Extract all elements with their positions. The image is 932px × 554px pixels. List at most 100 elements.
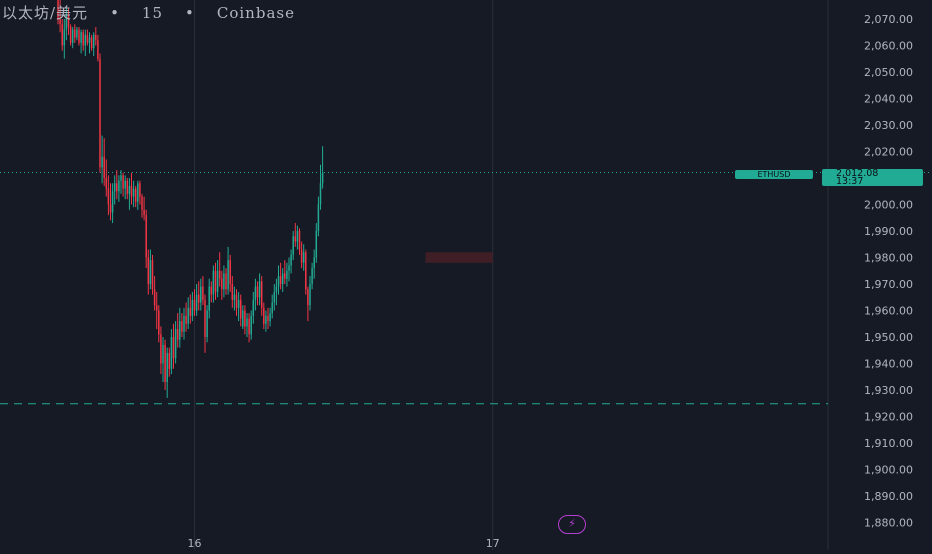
candle-body[interactable] [191, 299, 194, 316]
candle-body[interactable] [61, 24, 63, 46]
candle-body[interactable] [86, 34, 89, 43]
candle-body[interactable] [204, 299, 206, 337]
candle-body[interactable] [242, 310, 244, 327]
candle-body[interactable] [164, 344, 166, 383]
candle-body[interactable] [281, 273, 284, 284]
candle-body[interactable] [218, 270, 221, 279]
candle-body[interactable] [57, 0, 59, 19]
candle-body[interactable] [143, 209, 145, 216]
candle-body[interactable] [193, 299, 196, 311]
candle-body[interactable] [254, 286, 257, 300]
candle-body[interactable] [82, 32, 84, 46]
candle-body[interactable] [202, 286, 204, 300]
candle-body[interactable] [271, 302, 273, 314]
candle-body[interactable] [221, 278, 223, 290]
candle-body[interactable] [187, 307, 189, 324]
candle-body[interactable] [162, 344, 164, 364]
candle-body[interactable] [179, 321, 181, 340]
candle-body[interactable] [288, 265, 290, 271]
candle-body[interactable] [151, 260, 154, 290]
candle-body[interactable] [147, 257, 150, 285]
candle-body[interactable] [130, 185, 133, 197]
candle-body[interactable] [103, 156, 105, 178]
candle-body[interactable] [206, 310, 208, 338]
candle-body[interactable] [307, 289, 309, 306]
candle-body[interactable] [300, 249, 303, 263]
candle-body[interactable] [223, 273, 225, 290]
candle-body[interactable] [149, 260, 152, 284]
candle-body[interactable] [321, 172, 324, 184]
candle-body[interactable] [319, 183, 322, 205]
candle-body[interactable] [153, 289, 156, 306]
candle-body[interactable] [172, 337, 175, 359]
candle-body[interactable] [84, 34, 87, 46]
candle-body[interactable] [248, 318, 250, 335]
candle-body[interactable] [225, 273, 227, 290]
candle-body[interactable] [122, 175, 124, 189]
candle-body[interactable] [252, 299, 255, 316]
candle-body[interactable] [315, 231, 318, 258]
candle-body[interactable] [120, 175, 122, 181]
candle-body[interactable] [141, 196, 143, 210]
candle-body[interactable] [176, 329, 179, 340]
candle-body[interactable] [80, 32, 82, 43]
candle-body[interactable] [212, 270, 215, 295]
candle-body[interactable] [145, 215, 147, 258]
candle-body[interactable] [210, 286, 213, 295]
candle-body[interactable] [258, 281, 261, 298]
candle-body[interactable] [305, 252, 307, 290]
candle-body[interactable] [244, 310, 246, 327]
candle-body[interactable] [126, 180, 129, 194]
candle-body[interactable] [67, 13, 70, 27]
candle-body[interactable] [273, 291, 276, 303]
candle-body[interactable] [166, 352, 168, 383]
candle-body[interactable] [63, 29, 66, 46]
candle-body[interactable] [197, 294, 200, 303]
candle-body[interactable] [250, 315, 252, 335]
candle-body[interactable] [267, 315, 269, 322]
candle-body[interactable] [134, 188, 137, 202]
candle-body[interactable] [237, 299, 240, 308]
candle-body[interactable] [99, 58, 101, 168]
candle-body[interactable] [74, 29, 76, 38]
candle-body[interactable] [137, 183, 139, 202]
candle-body[interactable] [101, 156, 103, 168]
candle-body[interactable] [189, 307, 192, 316]
candle-body[interactable] [302, 252, 305, 263]
candle-body[interactable] [235, 294, 238, 308]
candle-body[interactable] [174, 329, 177, 359]
candle-body[interactable] [229, 260, 231, 284]
candle-body[interactable] [227, 260, 229, 290]
candle-body[interactable] [231, 284, 234, 300]
candle-body[interactable] [170, 337, 173, 369]
candle-body[interactable] [78, 29, 80, 43]
candle-body[interactable] [279, 276, 282, 284]
candle-body[interactable] [105, 178, 108, 189]
candle-body[interactable] [111, 191, 114, 213]
candle-body[interactable] [265, 315, 267, 324]
candle-body[interactable] [275, 286, 278, 292]
candle-body[interactable] [269, 313, 271, 322]
candle-body[interactable] [69, 26, 72, 43]
candle-body[interactable] [292, 236, 294, 255]
candle-body[interactable] [260, 281, 263, 308]
candle-body[interactable] [160, 334, 162, 364]
candle-body[interactable] [168, 352, 171, 369]
candle-body[interactable] [132, 188, 135, 197]
candle-body[interactable] [76, 29, 78, 38]
lightning-bolt-icon[interactable]: ⚡ [558, 515, 586, 534]
candle-body[interactable] [296, 231, 299, 242]
candle-body[interactable] [109, 204, 112, 213]
candle-body[interactable] [116, 183, 118, 192]
candle-body[interactable] [118, 180, 120, 192]
interval-label[interactable]: 15 [141, 4, 164, 22]
candle-body[interactable] [200, 286, 202, 303]
candle-body[interactable] [317, 204, 320, 232]
candle-body[interactable] [65, 13, 68, 30]
candle-body[interactable] [158, 310, 160, 335]
candle-body[interactable] [263, 307, 265, 324]
candle-body[interactable] [277, 276, 280, 287]
candle-body[interactable] [183, 315, 185, 332]
candle-body[interactable] [195, 294, 198, 311]
candle-body[interactable] [107, 188, 110, 205]
